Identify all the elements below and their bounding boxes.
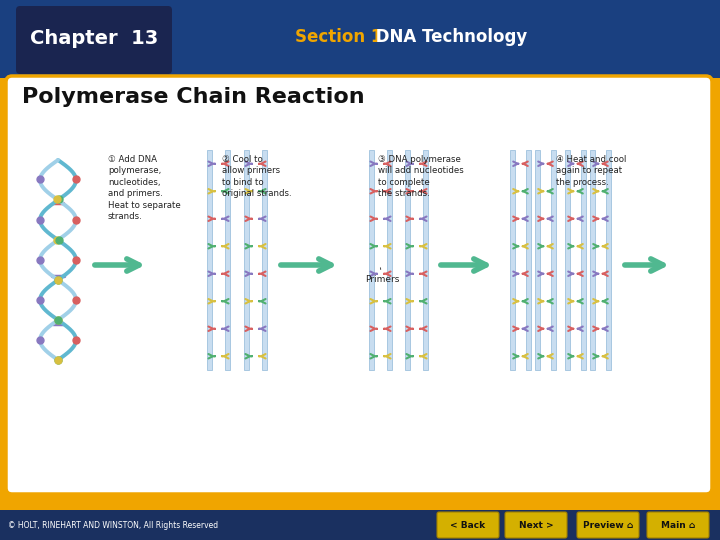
FancyBboxPatch shape	[16, 6, 172, 74]
FancyBboxPatch shape	[505, 512, 567, 538]
Bar	[551, 150, 556, 370]
Bar	[369, 150, 374, 370]
Text: Next >: Next >	[518, 521, 553, 530]
Text: Main ⌂: Main ⌂	[661, 521, 696, 530]
Text: © HOLT, RINEHART AND WINSTON, All Rights Reserved: © HOLT, RINEHART AND WINSTON, All Rights…	[8, 521, 218, 530]
Text: Preview ⌂: Preview ⌂	[582, 521, 633, 530]
Bar	[387, 150, 392, 370]
Bar	[535, 150, 540, 370]
Bar	[225, 150, 230, 370]
Text: ④ Heat and cool
again to repeat
the process.: ④ Heat and cool again to repeat the proc…	[556, 155, 626, 187]
Text: Polymerase Chain Reaction: Polymerase Chain Reaction	[22, 87, 364, 107]
Text: ① Add DNA
polymerase,
nucleotides,
and primers.
Heat to separate
strands.: ① Add DNA polymerase, nucleotides, and p…	[108, 155, 181, 221]
Bar	[526, 150, 531, 370]
Text: ③ DNA polymerase
will add nucleotides
to complete
the strands.: ③ DNA polymerase will add nucleotides to…	[378, 155, 464, 198]
Text: ② Cool to
allow primers
to bind to
original strands.: ② Cool to allow primers to bind to origi…	[222, 155, 292, 198]
Bar	[606, 150, 611, 370]
Bar	[0, 0, 720, 78]
Text: Primers: Primers	[365, 268, 400, 284]
Bar	[244, 150, 249, 370]
Text: Section 1: Section 1	[295, 28, 382, 46]
Bar	[0, 532, 720, 540]
Text: < Back: < Back	[451, 521, 485, 530]
FancyBboxPatch shape	[577, 512, 639, 538]
Bar	[708, 0, 720, 540]
Bar	[565, 150, 570, 370]
Text: DNA Technology: DNA Technology	[370, 28, 527, 46]
Bar	[207, 150, 212, 370]
Bar	[581, 150, 586, 370]
Bar	[0, 510, 720, 540]
Bar	[423, 150, 428, 370]
FancyBboxPatch shape	[647, 512, 709, 538]
FancyBboxPatch shape	[437, 512, 499, 538]
Bar	[510, 150, 515, 370]
Bar	[405, 150, 410, 370]
Bar	[590, 150, 595, 370]
Text: Chapter  13: Chapter 13	[30, 29, 158, 48]
Bar	[262, 150, 267, 370]
FancyBboxPatch shape	[6, 76, 712, 494]
Bar	[0, 0, 12, 540]
